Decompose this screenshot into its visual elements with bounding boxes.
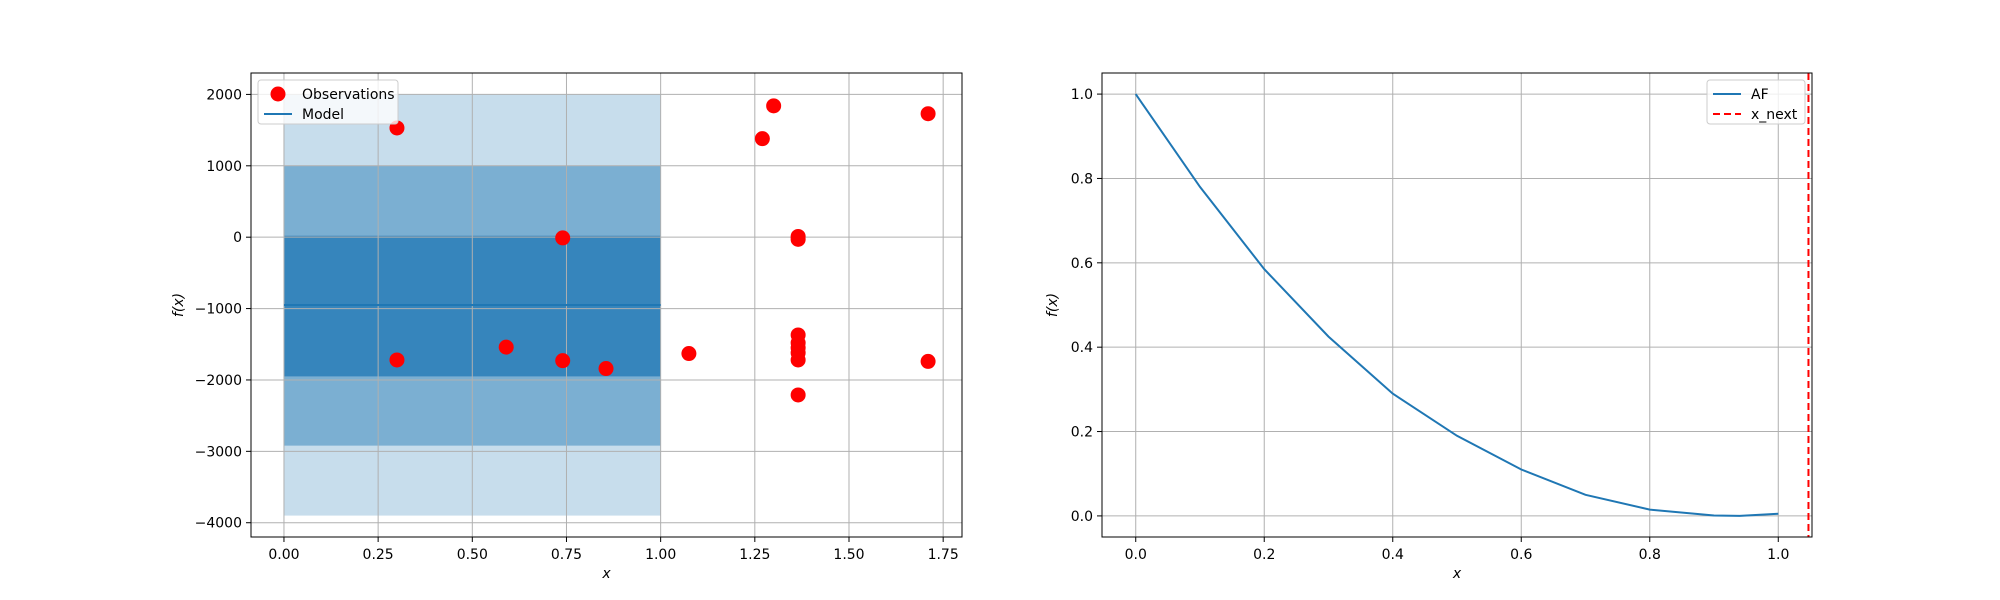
y-tick-label: 1000 [206, 159, 242, 175]
observation-point [555, 353, 571, 369]
y-tick-label: 0.8 [1071, 171, 1093, 187]
observation-point [681, 346, 697, 362]
x-tick-label: 0.6 [1510, 547, 1532, 563]
observation-point [790, 352, 806, 368]
x-tick-label: 0.00 [268, 547, 299, 563]
y-tick-label: −1000 [195, 302, 242, 318]
legend: Observations Model [257, 79, 399, 125]
left-chart: 0.00 0.25 0.50 0.75 1.00 1.25 1.50 1.75 −4000 −30… [171, 72, 963, 582]
right-chart: 0.0 0.2 0.4 0.6 0.8 1.0 0.0 0.2 0.4 0.6 0.8 1.0 x f(x… [1045, 72, 1813, 582]
observation-point [389, 352, 405, 368]
legend-entry-label: Observations [302, 87, 395, 103]
y-tick-label: 0 [233, 230, 242, 246]
y-axis-label: f(x) [171, 293, 187, 317]
af-series-line [1134, 93, 1779, 517]
axes-frame [1101, 72, 1813, 538]
legend-box [1706, 79, 1806, 125]
x-tick-label: 0.4 [1382, 547, 1404, 563]
x-tick-label: 1.25 [739, 547, 770, 563]
y-tick-label: 0.2 [1071, 425, 1093, 441]
y-tick-label: −2000 [195, 373, 242, 389]
observation-point [555, 230, 571, 246]
x-tick-label: 0.8 [1639, 547, 1661, 563]
x-tick-label: 0.25 [363, 547, 394, 563]
legend-entry-label: AF [1751, 87, 1769, 103]
y-tick-label: −3000 [195, 444, 242, 460]
legend: AF x_next [1706, 79, 1806, 125]
x-axis-label: x [1452, 566, 1462, 582]
x-axis-label: x [601, 566, 611, 582]
y-tick-label: 0.4 [1071, 340, 1093, 356]
y-tick-label: 2000 [206, 87, 242, 103]
y-tick-label: 1.0 [1071, 87, 1093, 103]
x-tick-label: 0.75 [551, 547, 582, 563]
observation-point [598, 361, 614, 377]
axes-frame [250, 72, 963, 538]
observation-point [498, 339, 514, 355]
y-tick-label: −4000 [195, 516, 242, 532]
x-tick-label: 1.00 [645, 547, 676, 563]
x-tick-label: 0.50 [457, 547, 488, 563]
observation-point [920, 353, 936, 369]
legend-marker-observations [270, 86, 286, 102]
legend-entry-label: Model [302, 107, 344, 123]
y-tick-label: 0.0 [1071, 509, 1093, 525]
x-tick-label: 1.50 [833, 547, 864, 563]
x-tick-label: 0.2 [1253, 547, 1275, 563]
y-tick-label: 0.6 [1071, 256, 1093, 272]
observation-point [920, 106, 936, 122]
plot-area [1102, 73, 1812, 537]
x-tick-label: 1.75 [928, 547, 959, 563]
observation-point [790, 231, 806, 247]
legend-entry-label: x_next [1751, 107, 1798, 123]
observation-point [790, 387, 806, 403]
y-axis-label: f(x) [1045, 293, 1061, 317]
observation-point [754, 131, 770, 147]
x-tick-label: 1.0 [1767, 547, 1789, 563]
x-tick-label: 0.0 [1125, 547, 1147, 563]
legend-box [257, 79, 399, 125]
observation-point [766, 98, 782, 114]
